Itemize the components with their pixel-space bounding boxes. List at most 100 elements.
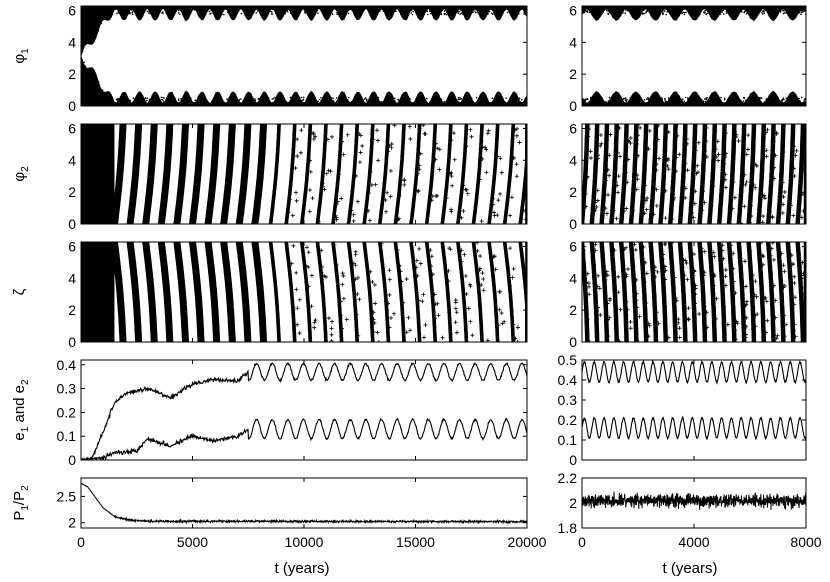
phi2-point	[449, 209, 454, 214]
phi1-left-panel-ytick-label: 2	[68, 66, 76, 82]
phi1-point	[588, 11, 591, 13]
phi1-point	[763, 12, 766, 15]
phi1-point	[121, 9, 123, 12]
phi1-point	[215, 12, 217, 14]
phi2-point	[623, 170, 628, 175]
phi2-point	[583, 204, 588, 209]
phi2-point	[744, 180, 749, 185]
phi1-point	[784, 12, 786, 14]
phi1-point	[617, 97, 620, 99]
phi2-point	[593, 208, 598, 213]
phi2-point	[670, 217, 675, 222]
phi1-point	[233, 99, 236, 102]
phi2-circulation-stripe	[502, 124, 516, 224]
zeta-point	[673, 296, 678, 301]
phi2-point	[651, 186, 656, 191]
phi1-point	[735, 9, 737, 12]
phi1-point	[669, 97, 671, 100]
phi1-point	[725, 12, 728, 14]
zeta-point	[477, 266, 482, 271]
phi1-point	[423, 10, 425, 13]
phi1-point	[787, 13, 789, 16]
phi2-point	[750, 166, 755, 171]
zeta-point	[800, 307, 805, 312]
phi2-point	[695, 163, 700, 168]
zeta-point	[511, 322, 516, 327]
phi1-point	[798, 100, 800, 102]
phi2-point	[654, 187, 659, 192]
zeta-circulation-stripe	[142, 242, 158, 342]
period_ratio-ylabel-mid: /P	[11, 491, 28, 505]
zeta-point	[587, 292, 592, 297]
phi1-point	[336, 13, 339, 16]
phi1-point	[81, 50, 84, 53]
phi1-point	[226, 11, 229, 14]
ecc-right-panel-ytick-label: 0.2	[558, 412, 578, 428]
zeta-point	[462, 252, 467, 257]
period_ratio-right-panel-ytick-label: 2	[569, 495, 577, 511]
zeta-point	[312, 325, 317, 330]
phi2-point	[718, 214, 723, 219]
phi1-point	[622, 97, 625, 100]
zeta-point	[507, 284, 512, 289]
zeta-point	[372, 321, 377, 326]
phi1-point	[768, 10, 770, 12]
phi2-point	[618, 154, 623, 159]
zeta-circulation-stripe	[736, 242, 747, 342]
phi1-point	[657, 9, 659, 12]
phi1-point	[221, 10, 223, 12]
zeta-point	[753, 279, 758, 284]
phi1-point	[607, 100, 610, 102]
zeta-point	[616, 274, 621, 279]
phi2-point	[664, 125, 669, 130]
phi2-y-axis-label: φ2	[11, 166, 31, 182]
phi2-point	[335, 199, 340, 204]
phi2-point	[595, 188, 600, 193]
phi1-point	[212, 11, 214, 13]
phi2-point	[635, 138, 640, 143]
zeta-circulation-stripe	[424, 242, 438, 342]
zeta-point	[294, 270, 299, 275]
phi1-point	[761, 12, 763, 14]
phi2-point	[477, 177, 482, 182]
phi2-circulation-stripe	[220, 124, 236, 224]
phi1-point	[677, 100, 680, 102]
zeta-point	[371, 317, 376, 322]
zeta-point	[779, 251, 784, 256]
phi2-point	[310, 196, 315, 201]
zeta-point	[297, 297, 302, 302]
phi2-point	[622, 181, 627, 186]
phi2-point	[753, 185, 758, 190]
phi1-point	[791, 12, 794, 14]
phi2-point	[613, 180, 618, 185]
phi2-point	[780, 180, 785, 185]
phi2-point	[744, 152, 749, 157]
phi1-point	[133, 98, 136, 100]
period_ratio-right-panel: 1.822.20 4000 8000	[558, 470, 822, 550]
phi1-point	[329, 97, 331, 100]
phi1-point	[107, 97, 110, 99]
phi1-point	[400, 11, 403, 13]
phi1-point	[621, 101, 623, 103]
phi1-point	[391, 11, 393, 14]
phi2-point	[683, 148, 688, 153]
phi1-point	[765, 99, 767, 101]
phi2-point	[631, 208, 636, 213]
phi1-point	[771, 11, 774, 13]
phi1-point	[146, 97, 149, 99]
period_ratio-series	[582, 491, 806, 511]
phi1-point	[88, 70, 91, 73]
zeta-point	[595, 308, 600, 313]
phi1-point	[347, 99, 349, 101]
zeta-point	[702, 270, 707, 275]
zeta-point	[634, 298, 639, 303]
phi1-point	[789, 98, 792, 101]
zeta-point	[701, 273, 706, 278]
phi1-point	[222, 101, 224, 103]
zeta-point	[332, 242, 337, 247]
phi2-point	[290, 213, 295, 218]
zeta-point	[780, 282, 785, 287]
phi1-point	[159, 100, 161, 102]
phi1-point	[688, 99, 690, 102]
